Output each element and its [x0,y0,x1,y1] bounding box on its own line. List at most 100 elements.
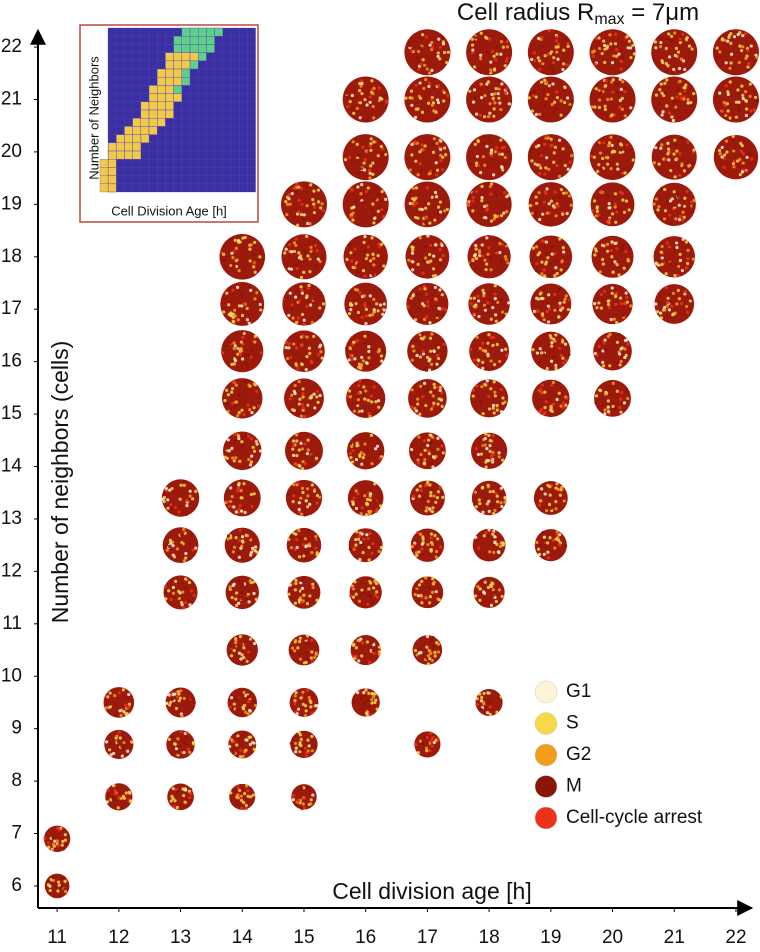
cell-dot [434,654,437,657]
cell-dot [437,738,440,741]
cell-dot [663,308,666,311]
cell-dot [307,439,310,442]
cell-dot [597,163,600,166]
cell-dot [491,158,494,161]
cell-dot [238,556,241,559]
cell-dot [439,148,442,151]
cell-dot [745,100,748,103]
cell-dot [439,248,442,251]
cell-cluster [530,284,571,325]
cell-dot [544,166,547,169]
cell-dot [505,87,508,90]
cell-dot [247,736,250,739]
cell-dot [558,347,561,350]
cell-dot [191,497,194,500]
cell-dot [64,839,67,842]
cell-dot [171,753,174,756]
cell-dot [423,318,426,321]
x-tick-label: 17 [417,927,438,948]
cell-dot [301,392,304,395]
cell-dot [477,359,480,362]
cell-dot [442,451,445,454]
cell-dot [249,637,252,640]
cell-dot [349,594,352,597]
cell-dot [429,44,432,47]
cell-dot [303,319,306,322]
cell-dot [169,701,172,704]
cell-dot [252,592,255,595]
cell-dot [535,541,538,544]
cell-dot [741,144,744,147]
cell-dot [292,532,295,535]
cell-dot [529,204,532,207]
cell-dot [485,82,488,85]
cluster-body [351,635,381,665]
cell-dot [731,117,734,120]
cell-dot [489,68,492,71]
cluster-body [651,76,697,122]
cell-dot [249,579,252,582]
cell-dot [354,543,357,546]
cell-dot [366,119,369,122]
cell-dot [486,342,489,345]
cell-dot [484,309,487,312]
cell-dot [235,743,238,746]
cell-dot [560,99,563,102]
cell-dot [741,170,744,173]
cell-dot [542,509,545,512]
cell-dot [229,311,232,314]
cell-dot [353,247,356,250]
cell-dot [357,538,360,541]
cell-dot [738,109,741,112]
cell-dot [556,530,559,533]
cell-dot [312,586,315,589]
cell-dot [114,713,117,716]
cell-dot [297,299,300,302]
cell-dot [545,187,548,190]
cell-dot [612,382,615,385]
cell-dot [442,254,445,257]
cell-dot [488,550,491,553]
cell-dot [437,37,440,40]
cell-dot [241,583,244,586]
cell-dot [625,199,628,202]
cell-dot [611,405,614,408]
cell-dot [564,86,567,89]
cell-dot [558,139,561,142]
cell-dot [410,245,413,248]
cell-dot [672,68,675,71]
cell-dot [614,33,617,36]
cell-dot [604,408,607,411]
cell-dot [368,191,371,194]
cell-dot [569,161,572,164]
cell-dot [484,581,487,584]
cell-dot [436,437,439,440]
cell-dot [596,170,599,173]
cell-dot [321,202,324,205]
cell-dot [64,844,67,847]
cell-dot [553,339,556,342]
cell-dot [422,498,425,501]
cell-dot [363,335,366,338]
cell-cluster [404,29,450,75]
cell-dot [223,259,226,262]
cell-dot [369,95,372,98]
cell-dot [620,148,623,151]
cell-dot [486,301,489,304]
cell-dot [114,789,117,792]
cell-dot [483,304,486,307]
cell-dot [485,447,488,450]
cell-dot [562,62,565,65]
cell-dot [487,246,490,249]
cell-dot [366,640,369,643]
cell-dot [681,211,684,214]
inset-cell [108,176,116,184]
cell-dot [561,147,564,150]
cell-dot [487,484,490,487]
cell-dot [310,394,313,397]
inset-cell [198,28,206,36]
cell-dot [356,492,359,495]
cell-dot [601,258,604,261]
cell-dot [374,174,377,177]
cell-dot [470,262,473,265]
